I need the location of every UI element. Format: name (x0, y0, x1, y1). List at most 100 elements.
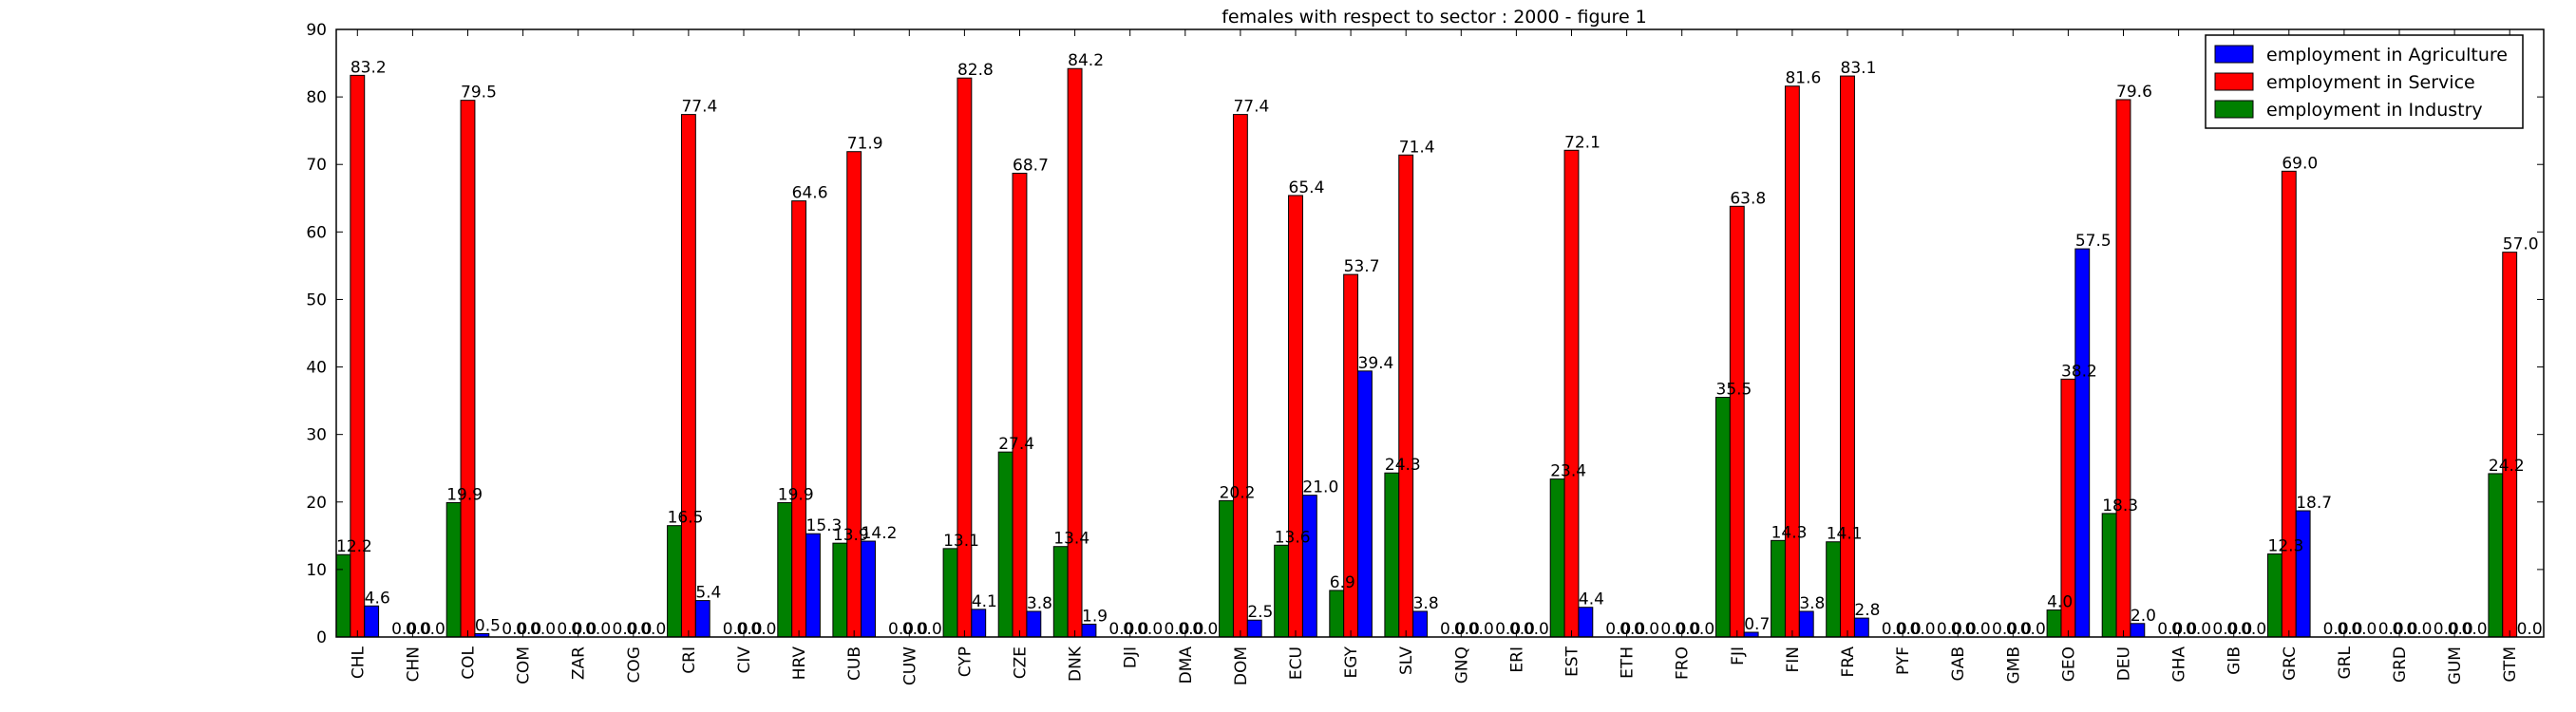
data-label: 0.0 (516, 620, 541, 639)
data-label: 0.0 (737, 620, 763, 639)
data-label: 0.0 (2378, 620, 2404, 639)
data-label: 0.0 (1454, 620, 1480, 639)
x-tick-label: FRO (1674, 646, 1693, 680)
legend-swatch (2214, 72, 2254, 91)
data-label: 4.1 (972, 592, 997, 611)
data-label: 27.4 (998, 435, 1034, 454)
legend-swatch (2214, 100, 2254, 119)
bar-fra-service (1840, 75, 1855, 638)
data-label: 6.9 (1330, 573, 1355, 592)
data-label: 0.0 (557, 620, 582, 639)
data-label: 4.0 (2047, 593, 2073, 612)
data-label: 0.0 (2171, 620, 2197, 639)
data-label: 64.6 (792, 184, 828, 203)
bar-cyp-agriculture (971, 609, 987, 638)
y-tick-label: 60 (306, 223, 327, 242)
bar-ecu-agriculture (1301, 495, 1317, 638)
bar-hrv-agriculture (805, 533, 821, 638)
data-label: 0.0 (1675, 620, 1700, 639)
data-label: 19.9 (778, 485, 814, 504)
data-label: 83.2 (350, 58, 387, 77)
bar-ecu-industry (1274, 544, 1290, 638)
data-label: 20.2 (1220, 483, 1256, 502)
x-tick-label: HRV (790, 646, 809, 681)
bar-gtm-service (2502, 252, 2518, 638)
data-label: 0.0 (750, 620, 776, 639)
data-label: 0.0 (571, 620, 597, 639)
bar-cyp-service (957, 77, 973, 638)
y-axis: 0 10 20 30 40 50 60 70 80 90 (306, 21, 2544, 647)
data-label: 3.8 (1413, 594, 1439, 613)
data-label: 4.4 (1579, 590, 1604, 609)
data-label: 0.0 (613, 620, 638, 639)
bar-slv-industry (1384, 472, 1400, 638)
bar-cri-service (680, 114, 696, 638)
data-label: 0.0 (1965, 620, 1991, 639)
data-label: 4.6 (365, 589, 390, 608)
legend-label: employment in Service (2266, 72, 2475, 93)
bar-slv-service (1398, 154, 1414, 638)
data-label: 79.5 (461, 84, 497, 103)
bar-deu-service (2115, 99, 2131, 638)
bar-grc-service (2281, 170, 2297, 638)
data-label: 0.0 (1509, 620, 1535, 639)
data-label: 0.0 (502, 620, 527, 639)
legend-label: employment in Agriculture (2266, 45, 2508, 66)
bar-cub-industry (832, 542, 848, 638)
data-label: 19.9 (446, 485, 483, 504)
data-label: 68.7 (1013, 156, 1049, 175)
x-tick-label: GMB (2004, 646, 2023, 684)
legend-label: employment in Industry (2266, 100, 2483, 121)
data-label: 21.0 (1302, 478, 1338, 497)
x-tick-label: CUB (845, 646, 864, 681)
data-label: 0.0 (2186, 620, 2211, 639)
bar-fra-agriculture (1853, 617, 1869, 638)
bar-fin-service (1784, 85, 1800, 638)
x-tick-label: GEO (2059, 646, 2078, 682)
data-label: 0.0 (2337, 620, 2362, 639)
x-tick-label: GAB (1949, 646, 1968, 681)
data-label: 14.2 (862, 524, 898, 543)
data-label: 0.0 (2434, 620, 2459, 639)
data-label: 38.2 (2061, 362, 2097, 381)
data-label: 24.3 (1385, 456, 1421, 475)
data-label: 15.3 (806, 516, 843, 535)
data-label: 0.0 (1605, 620, 1631, 639)
plot-frame (335, 28, 2545, 638)
legend-swatch (2214, 45, 2254, 64)
data-label: 71.9 (847, 135, 883, 154)
legend-box (2205, 34, 2524, 129)
data-label: 12.3 (2268, 537, 2304, 556)
data-label: 5.4 (695, 584, 721, 603)
bar-fin-industry (1771, 539, 1786, 638)
bar-cze-industry (997, 451, 1013, 638)
bar-cub-service (846, 151, 862, 638)
data-label: 0.0 (917, 620, 942, 639)
bar-cyp-industry (942, 548, 958, 638)
data-label: 0.0 (1178, 620, 1203, 639)
bar-fra-industry (1826, 541, 1842, 638)
bar-grc-agriculture (2295, 510, 2311, 638)
chart-title: females with respect to sector : 2000 - … (1222, 7, 1647, 28)
data-label: 0.0 (530, 620, 556, 639)
bar-fji-industry (1715, 397, 1731, 638)
x-tick-label: GRD (2391, 646, 2410, 683)
data-label: 65.4 (1289, 178, 1325, 197)
data-label: 57.0 (2503, 235, 2539, 254)
x-tick-label: GNQ (1452, 646, 1471, 684)
data-label: 0.0 (1992, 620, 2017, 639)
data-label: 13.6 (1275, 528, 1311, 547)
x-tick-label: GHA (2170, 646, 2189, 683)
y-tick-label: 70 (306, 156, 327, 175)
bar-hrv-industry (777, 501, 793, 638)
data-label: 2.5 (1247, 603, 1273, 622)
data-label: 16.5 (668, 509, 704, 528)
data-label: 24.2 (2489, 457, 2525, 476)
x-tick-label: COL (459, 646, 478, 679)
bar-slv-agriculture (1412, 610, 1428, 638)
data-label: 0.0 (2157, 620, 2183, 639)
data-label: 0.0 (2448, 620, 2473, 639)
bar-fin-agriculture (1798, 610, 1814, 638)
x-tick-label: ETH (1619, 646, 1638, 679)
data-label: 2.0 (2131, 607, 2156, 626)
